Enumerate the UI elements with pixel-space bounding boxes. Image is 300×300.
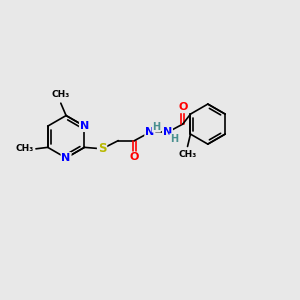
Text: CH₃: CH₃ [52,90,70,99]
Text: N: N [61,153,71,163]
Text: H: H [170,134,178,144]
Text: N: N [145,127,154,137]
Text: S: S [98,142,106,155]
Text: CH₃: CH₃ [178,150,197,159]
Text: O: O [178,102,188,112]
Text: O: O [130,152,139,162]
Text: H: H [152,122,160,132]
Text: N: N [80,121,89,131]
Text: CH₃: CH₃ [15,144,34,153]
Text: N: N [163,127,172,137]
